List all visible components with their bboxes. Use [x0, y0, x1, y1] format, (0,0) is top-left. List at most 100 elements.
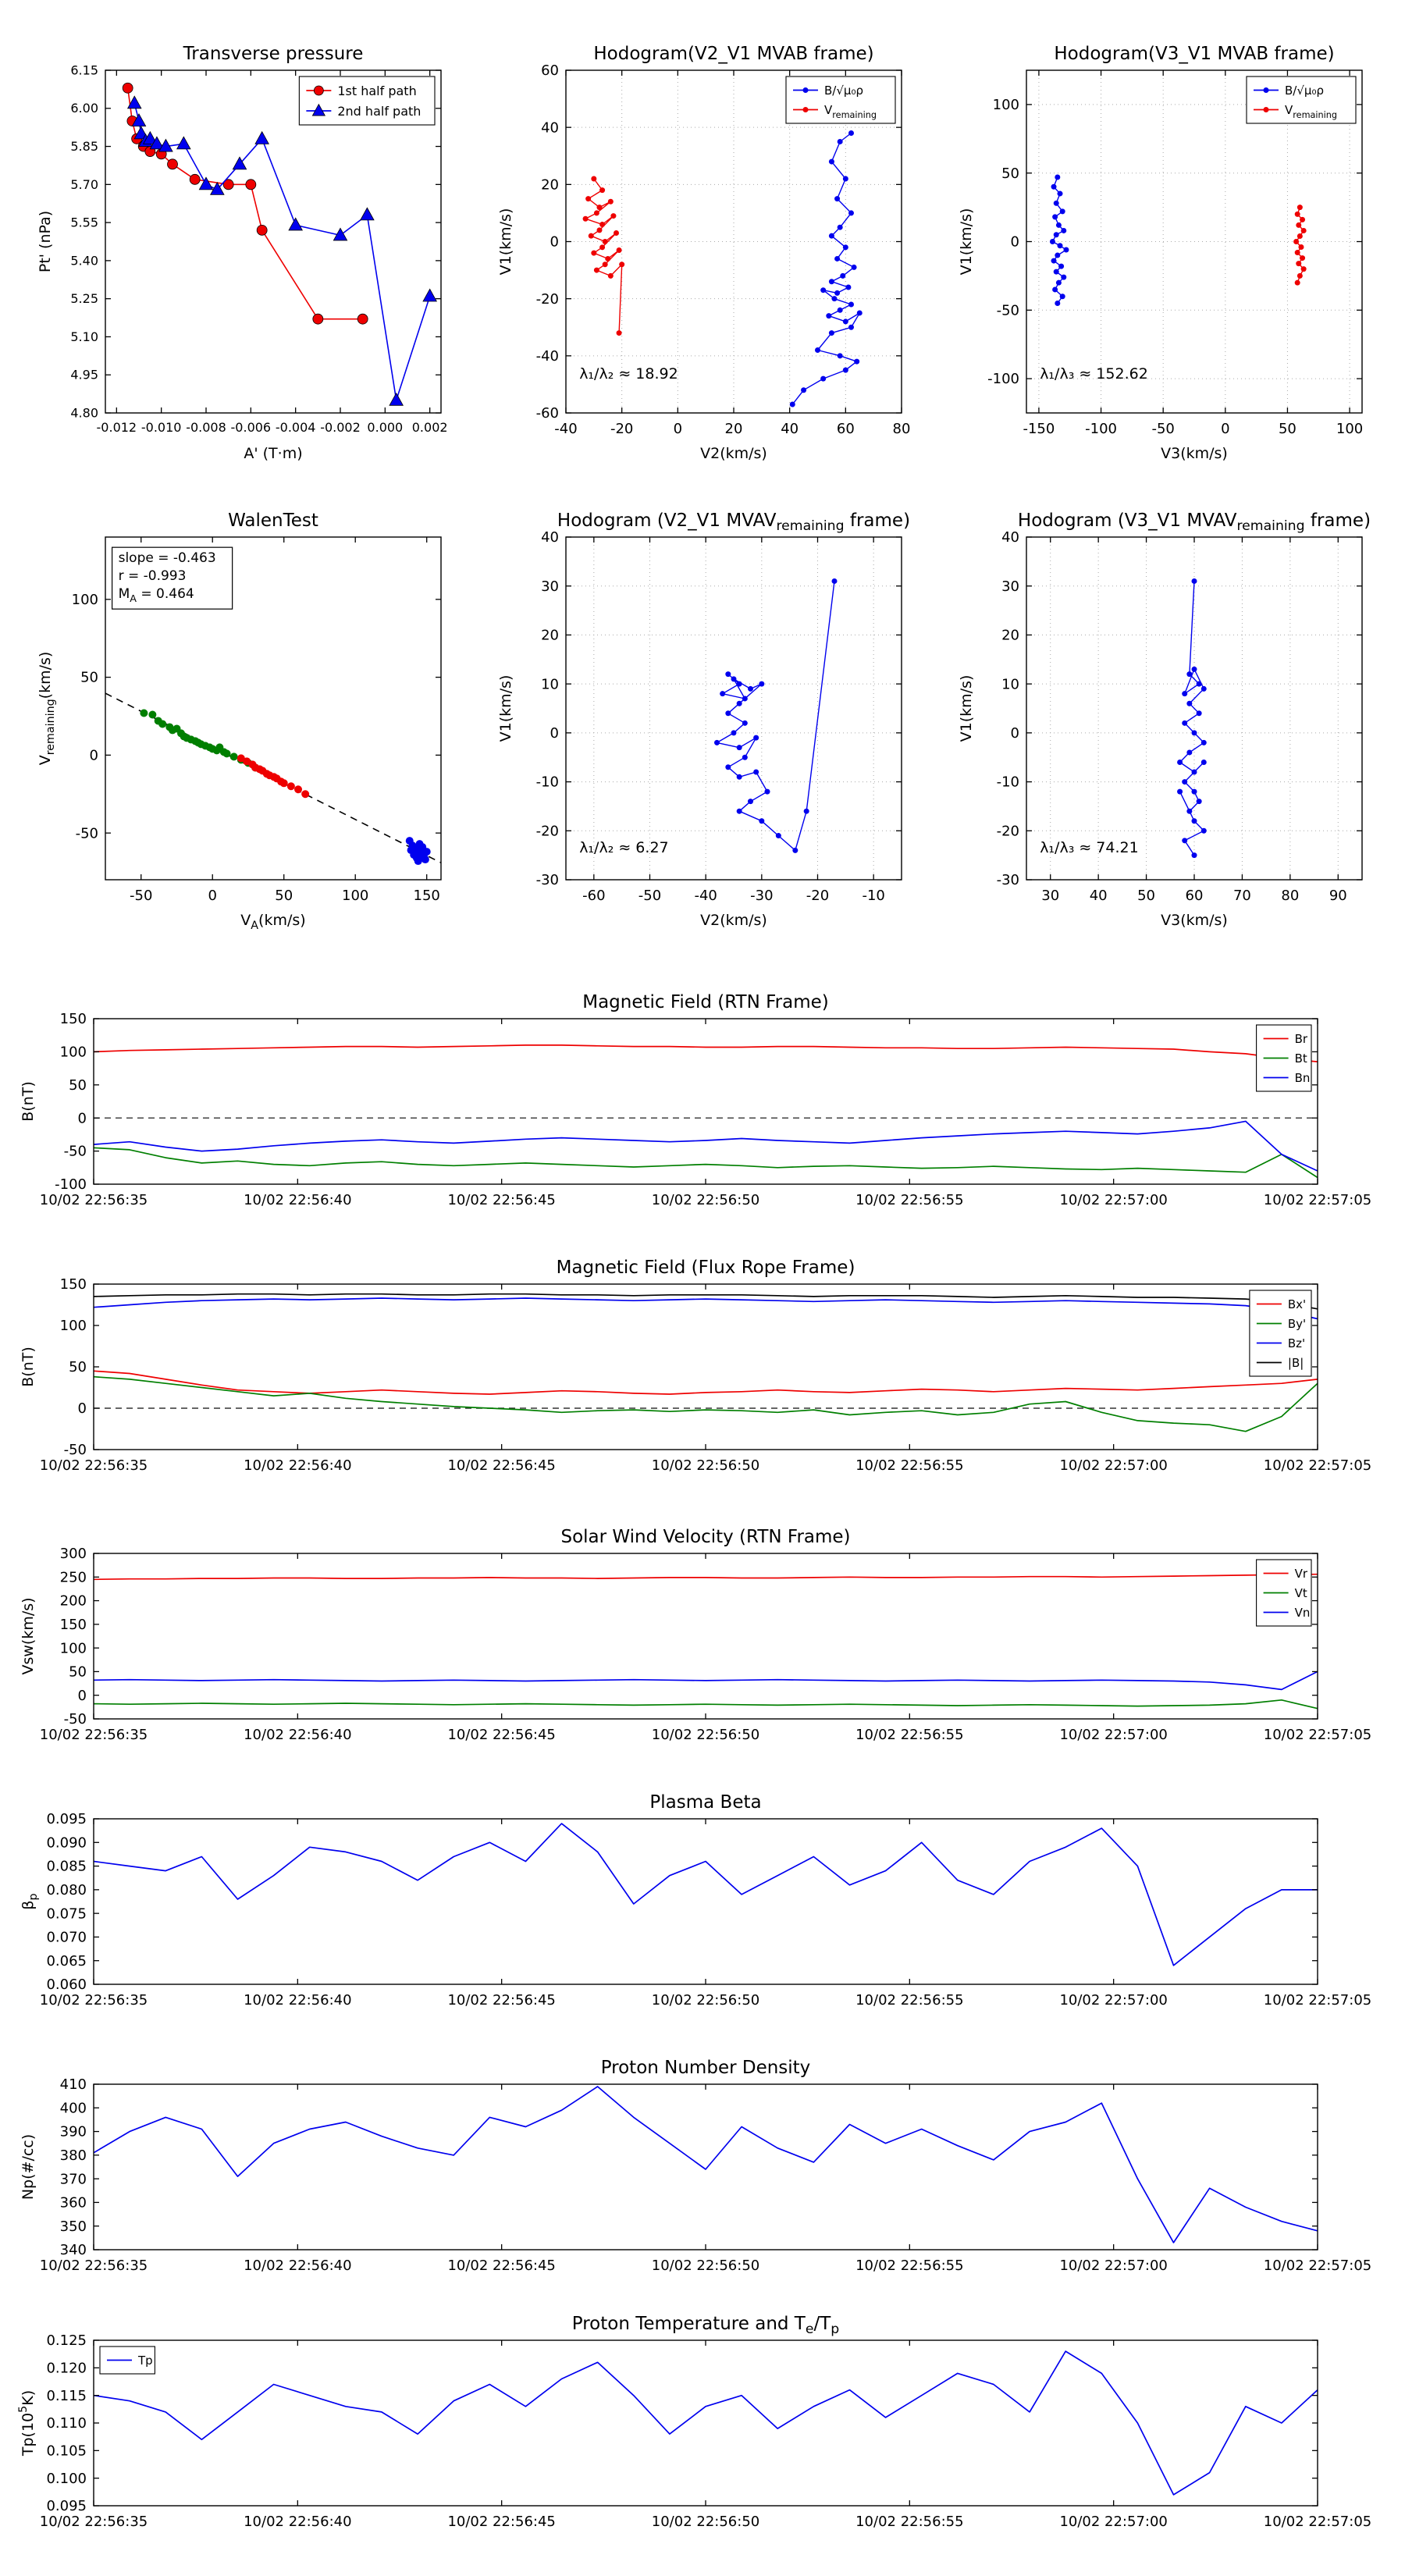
- svg-text:90: 90: [1329, 888, 1347, 904]
- svg-text:10/02 22:56:55: 10/02 22:56:55: [855, 2514, 963, 2530]
- svg-text:10/02 22:57:05: 10/02 22:57:05: [1264, 1457, 1371, 1474]
- svg-text:0.075: 0.075: [46, 1905, 87, 1922]
- svg-text:-50: -50: [130, 888, 152, 904]
- svg-text:-50: -50: [1151, 421, 1174, 437]
- svg-text:10/02 22:56:45: 10/02 22:56:45: [447, 1457, 555, 1474]
- svg-text:0.110: 0.110: [46, 2415, 87, 2432]
- svg-text:10/02 22:56:55: 10/02 22:56:55: [855, 1192, 963, 1208]
- svg-text:80: 80: [1281, 888, 1299, 904]
- svg-text:-10: -10: [536, 774, 559, 791]
- svg-text:4.95: 4.95: [70, 368, 98, 382]
- legend-label: Bn: [1295, 1071, 1311, 1085]
- svg-text:0: 0: [1011, 234, 1019, 251]
- svg-text:10/02 22:57:00: 10/02 22:57:00: [1059, 1992, 1167, 2008]
- svg-text:150: 150: [60, 1276, 87, 1293]
- hodogram-v3v1-mvab-svg: -150 -100 -50 0 50 100 -100 -50 0 50 100 Hodogram(V…: [944, 33, 1382, 466]
- y-axis-label: V1(km/s): [958, 675, 975, 742]
- svg-text:-100: -100: [55, 1176, 87, 1193]
- svg-text:10/02 22:56:35: 10/02 22:56:35: [40, 1992, 148, 2008]
- svg-text:0.065: 0.065: [46, 1953, 87, 1969]
- svg-text:0.090: 0.090: [46, 1834, 87, 1851]
- svg-text:390: 390: [60, 2124, 87, 2140]
- svg-text:360: 360: [60, 2195, 87, 2211]
- svg-text:-20: -20: [806, 888, 829, 904]
- svg-text:-0.002: -0.002: [320, 420, 361, 435]
- y-axis-label: V1(km/s): [497, 675, 514, 742]
- svg-text:r = -0.993: r = -0.993: [119, 568, 187, 584]
- svg-text:60: 60: [541, 62, 559, 79]
- svg-text:30: 30: [1001, 578, 1019, 595]
- svg-text:10/02 22:57:05: 10/02 22:57:05: [1264, 1727, 1371, 1743]
- solar-wind-velocity-rtn-svg: 10/02 22:56:35 10/02 22:56:40 10/02 22:56:…: [0, 1522, 1405, 1756]
- svg-text:0: 0: [550, 234, 559, 251]
- svg-text:100: 100: [1336, 421, 1363, 437]
- svg-text:5.10: 5.10: [70, 329, 98, 344]
- svg-text:0.085: 0.085: [46, 1859, 87, 1875]
- svg-text:10/02 22:56:45: 10/02 22:56:45: [447, 2258, 555, 2274]
- svg-text:-10: -10: [862, 888, 884, 904]
- chart-walen-test: -50050100150-50050100WalenTestVA​(km/s)V…: [23, 500, 461, 933]
- svg-text:10/02 22:56:35: 10/02 22:56:35: [40, 2514, 148, 2530]
- svg-text:0.060: 0.060: [46, 1976, 87, 1993]
- svg-text:40: 40: [781, 421, 799, 437]
- svg-text:0.070: 0.070: [46, 1930, 87, 1946]
- svg-text:-50: -50: [638, 888, 661, 904]
- svg-text:5.25: 5.25: [70, 291, 98, 306]
- legend-label: Bt: [1295, 1051, 1307, 1066]
- y-axis-label: B(nT): [20, 1081, 37, 1122]
- svg-text:-0.008: -0.008: [186, 420, 226, 435]
- svg-text:250: 250: [60, 1569, 87, 1585]
- svg-text:30: 30: [1041, 888, 1059, 904]
- legend-label: By': [1288, 1317, 1306, 1331]
- svg-text:10/02 22:57:00: 10/02 22:57:00: [1059, 2258, 1167, 2274]
- svg-text:0: 0: [78, 1110, 87, 1126]
- annotation: λ₁/λ₂ ≈ 18.92: [579, 365, 678, 382]
- svg-text:0.120: 0.120: [46, 2360, 87, 2376]
- svg-text:50: 50: [80, 670, 98, 686]
- legend-box: [785, 76, 896, 124]
- chart-plasma-beta: 10/02 22:56:35 10/02 22:56:40 10/02 22:56:…: [0, 1788, 1405, 2022]
- svg-text:150: 150: [414, 888, 440, 904]
- svg-text:10/02 22:56:40: 10/02 22:56:40: [244, 1992, 351, 2008]
- legend-label: Vr: [1295, 1567, 1308, 1581]
- svg-text:0.105: 0.105: [46, 2443, 87, 2459]
- svg-text:10/02 22:57:00: 10/02 22:57:00: [1059, 1192, 1167, 1208]
- svg-text:100: 100: [342, 888, 368, 904]
- svg-text:50: 50: [1279, 421, 1297, 437]
- x-axis-label: V3(km/s): [1161, 912, 1228, 929]
- svg-text:340: 340: [60, 2242, 87, 2258]
- svg-text:50: 50: [69, 1077, 87, 1094]
- legend-label: Bz': [1288, 1336, 1305, 1350]
- svg-text:20: 20: [1001, 628, 1019, 644]
- svg-text:0.095: 0.095: [46, 1811, 87, 1827]
- svg-text:40: 40: [1001, 529, 1019, 546]
- chart-transverse-pressure: -0.012 -0.010 -0.008 -0.006 -0.004 -0.002 0.00…: [23, 33, 461, 466]
- svg-text:40: 40: [541, 119, 559, 136]
- svg-text:-50: -50: [64, 1144, 87, 1160]
- svg-text:80: 80: [893, 421, 911, 437]
- chart-hodogram-v2v1-mvab: -40 -20 0 20 40 60 80 -60 -40 -20 0 20 40 60 Hodogram(…: [484, 33, 921, 466]
- svg-text:10/02 22:56:50: 10/02 22:56:50: [652, 2258, 759, 2274]
- chart-title: Hodogram (V3_V1 MVAVremaining​ frame): [1018, 511, 1371, 534]
- chart-title: Plasma Beta: [649, 1792, 761, 1813]
- svg-text:10/02 22:56:45: 10/02 22:56:45: [447, 1727, 555, 1743]
- svg-text:30: 30: [541, 578, 559, 595]
- legend-label: Vn: [1295, 1606, 1311, 1620]
- svg-text:-30: -30: [536, 872, 559, 888]
- svg-text:40: 40: [1090, 888, 1108, 904]
- legend-label: 2nd half path: [337, 104, 421, 119]
- svg-text:10/02 22:56:45: 10/02 22:56:45: [447, 1192, 555, 1208]
- svg-text:-0.012: -0.012: [97, 420, 137, 435]
- y-axis-label: B(nT): [20, 1347, 37, 1387]
- svg-text:10/02 22:57:05: 10/02 22:57:05: [1264, 2258, 1371, 2274]
- svg-text:-50: -50: [76, 825, 98, 841]
- chart-proton-temperature: 10/02 22:56:35 10/02 22:56:40 10/02 22:56:…: [0, 2309, 1405, 2543]
- svg-text:10/02 22:56:35: 10/02 22:56:35: [40, 1457, 148, 1474]
- svg-text:380: 380: [60, 2147, 87, 2164]
- svg-text:5.85: 5.85: [70, 139, 98, 154]
- chart-magnetic-field-flux-rope: 10/02 22:56:35 10/02 22:56:40 10/02 22:56:…: [0, 1253, 1405, 1487]
- chart-title: Transverse pressure: [183, 44, 364, 64]
- legend-label: Bx': [1288, 1297, 1306, 1311]
- svg-text:0: 0: [78, 1688, 87, 1704]
